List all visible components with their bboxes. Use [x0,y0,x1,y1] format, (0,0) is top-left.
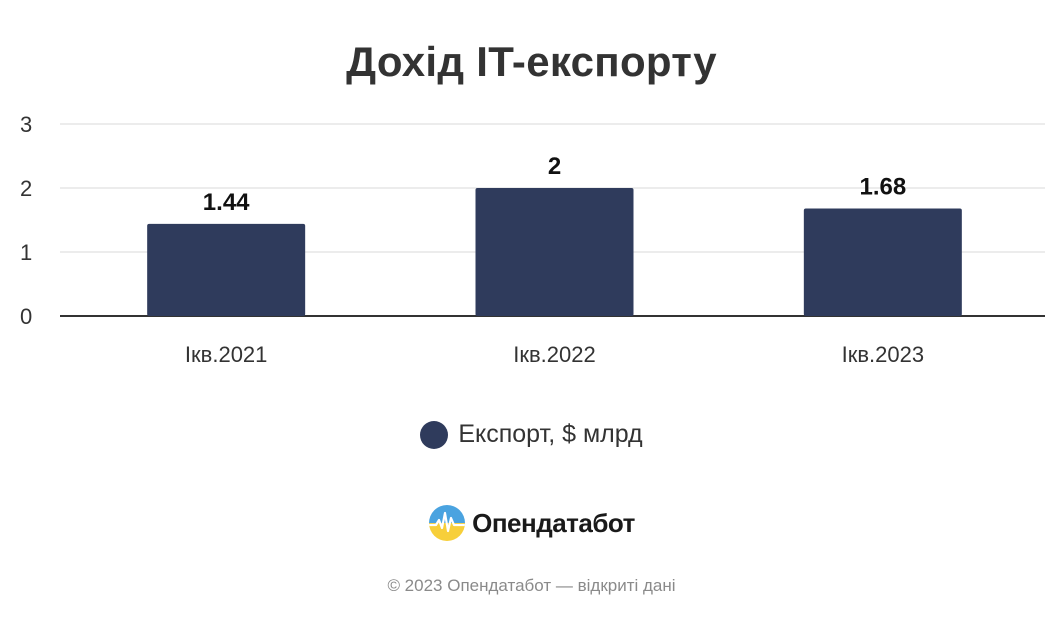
y-tick-label: 3 [20,112,32,137]
footer-credit: © 2023 Опендатабот — відкриті дані [387,576,676,595]
chart-legend: Експорт, $ млрд [0,420,1063,449]
bar [475,188,634,316]
x-tick-label: Ікв.2023 [842,342,924,367]
chart-title: Дохід IT-експорту [346,38,717,85]
bar [147,223,306,316]
opendatabot-logo-icon [429,505,466,541]
legend-label: Експорт, $ млрд [458,420,643,448]
y-tick-label: 0 [20,304,32,329]
y-tick-label: 1 [20,240,32,265]
bar-chart: 0 1 2 3 1.44 Ікв.2021 2 Ікв.2022 1.68 Ікв.2023 [20,112,1045,367]
x-tick-label: Ікв.2021 [185,342,267,367]
legend-swatch [420,420,449,449]
data-label: 1.44 [203,189,250,216]
x-tick-label: Ікв.2022 [513,342,595,367]
bar [803,208,962,316]
data-label: 2 [548,153,561,180]
y-tick-label: 2 [20,176,32,201]
brand-logo: Опендатабот [0,504,1063,542]
brand-name: Опендатабот [472,507,635,538]
data-label: 1.68 [859,173,906,200]
